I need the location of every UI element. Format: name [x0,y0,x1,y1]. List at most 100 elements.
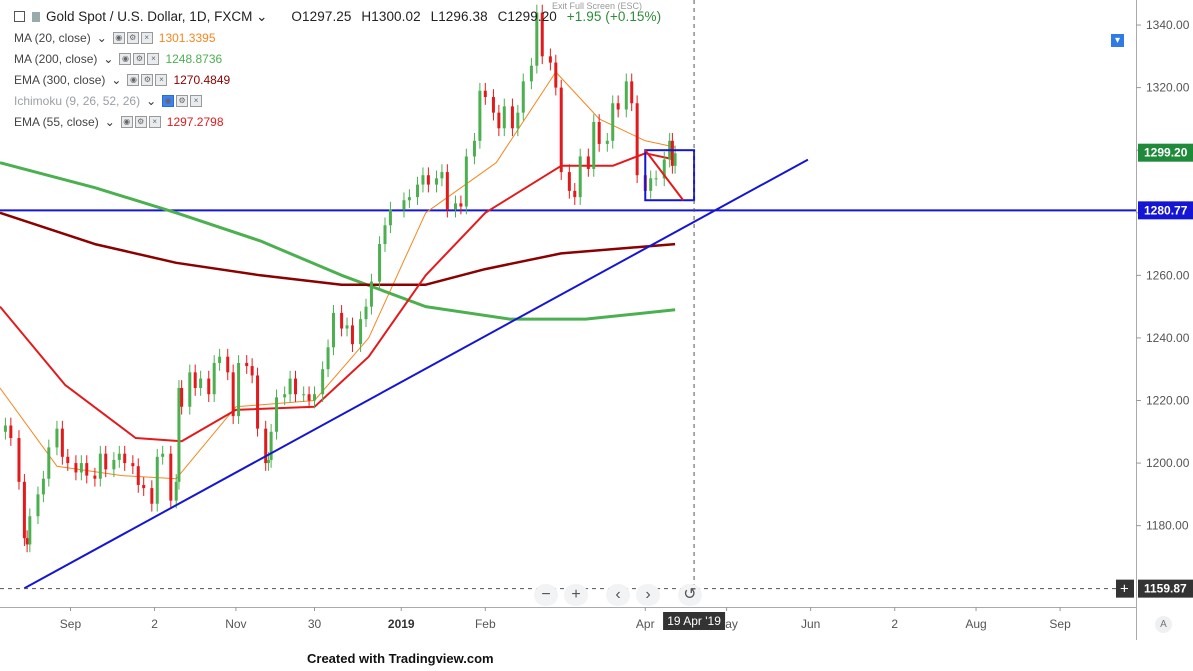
candle-body[interactable] [142,484,146,489]
candle-body[interactable] [74,463,78,473]
collapse-icon[interactable] [14,11,25,23]
candle-body[interactable] [313,394,317,401]
auto-scale-button[interactable]: A [1155,616,1172,633]
candle-body[interactable] [630,81,634,104]
candle-body[interactable] [218,356,222,363]
candle-body[interactable] [502,106,506,129]
candle-body[interactable] [426,175,430,185]
indicator-row[interactable]: EMA (300, close) ⌄ ◉ ⚙ × 1270.4849 [14,69,667,90]
scroll-left-button[interactable]: ‹ [606,584,630,606]
candle-body[interactable] [510,106,514,129]
candle-body[interactable] [47,447,51,479]
candle-body[interactable] [440,172,444,179]
eye-icon[interactable]: ◉ [112,31,125,44]
candle-body[interactable] [478,90,482,141]
candle-body[interactable] [41,478,45,495]
candle-body[interactable] [340,312,344,329]
candle-body[interactable] [264,428,268,464]
settings-icon[interactable]: ⚙ [176,94,189,107]
candle-body[interactable] [635,103,639,176]
candle-body[interactable] [60,428,64,457]
candle-body[interactable] [535,12,539,66]
chevron-down-icon[interactable]: ⌄ [256,8,268,24]
candle-body[interactable] [150,488,154,504]
symbol-title[interactable]: Gold Spot / U.S. Dollar, 1D, FXCM ⌄ [14,9,267,25]
candle-body[interactable] [131,463,135,467]
candle-body[interactable] [283,394,287,398]
candle-body[interactable] [180,387,184,407]
candle-body[interactable] [326,347,330,370]
scroll-right-button[interactable]: › [636,584,660,606]
indicator-row[interactable]: Ichimoku (9, 26, 52, 26) ⌄ ◉ ⚙ × [14,90,667,111]
candle-body[interactable] [36,494,40,517]
candle-body[interactable] [364,306,368,320]
candle-body[interactable] [459,203,463,207]
candle-body[interactable] [402,200,406,210]
zoom-out-button[interactable]: − [534,584,558,606]
candle-body[interactable] [199,378,203,388]
candle-body[interactable] [521,81,525,113]
candle-body[interactable] [407,197,411,201]
candle-body[interactable] [161,453,165,457]
candle-body[interactable] [670,140,674,166]
candle-body[interactable] [592,122,596,169]
candle-body[interactable] [155,456,159,504]
candle-body[interactable] [383,225,387,245]
candle-body[interactable] [616,103,620,110]
maximize-icon[interactable]: ▾ [1111,34,1124,47]
candle-body[interactable] [79,463,83,473]
candle-body[interactable] [307,394,311,401]
candle-body[interactable] [266,459,270,464]
candle-body[interactable] [369,281,373,307]
candle-body[interactable] [169,453,173,501]
candle-body[interactable] [117,453,121,460]
candle-body[interactable] [136,466,140,485]
candle-body[interactable] [445,172,449,210]
exit-fullscreen-hint[interactable]: Exit Full Screen (ESC) [552,1,643,11]
reset-chart-button[interactable]: ↺ [678,584,702,606]
candle-body[interactable] [472,140,476,157]
candle-body[interactable] [435,178,439,185]
close-icon[interactable]: × [140,31,153,44]
chevron-down-icon[interactable]: ⌄ [103,51,114,66]
settings-icon[interactable]: ⚙ [126,31,139,44]
candle-body[interactable] [250,366,254,376]
chevron-down-icon[interactable]: ⌄ [111,72,122,87]
settings-icon[interactable]: ⚙ [133,52,146,65]
ma200-line[interactable] [0,161,676,321]
candle-body[interactable] [93,475,97,479]
candle-body[interactable] [497,112,501,129]
candle-body[interactable] [573,190,577,198]
eye-icon[interactable]: ◉ [120,115,133,128]
candle-body[interactable] [85,463,89,476]
candle-body[interactable] [529,65,533,82]
close-icon[interactable]: × [147,52,160,65]
candle-body[interactable] [567,172,571,191]
candle-body[interactable] [237,362,241,417]
candle-body[interactable] [66,456,70,464]
indicator-row[interactable]: EMA (55, close) ⌄ ◉ ⚙ × 1297.2798 [14,111,667,132]
close-icon[interactable]: × [155,73,168,86]
candle-body[interactable] [275,397,279,432]
candle-body[interactable] [9,425,13,439]
candle-body[interactable] [350,325,354,345]
candle-body[interactable] [321,369,325,395]
close-icon[interactable]: × [190,94,203,107]
candle-body[interactable] [104,453,108,470]
eye-icon[interactable]: ◉ [162,94,175,107]
candle-body[interactable] [345,325,349,329]
chevron-down-icon[interactable]: ⌄ [104,114,115,129]
candle-body[interactable] [421,175,425,185]
candle-body[interactable] [388,209,392,226]
candle-body[interactable] [212,362,216,395]
zoom-in-button[interactable]: + [564,584,588,606]
candle-body[interactable] [624,81,628,110]
candle-body[interactable] [605,140,609,144]
candle-body[interactable] [98,453,102,479]
candle-body[interactable] [378,244,382,282]
indicator-row[interactable]: MA (200, close) ⌄ ◉ ⚙ × 1248.8736 [14,48,667,69]
close-icon[interactable]: × [148,115,161,128]
eye-icon[interactable]: ◉ [127,73,140,86]
candle-body[interactable] [3,425,7,432]
indicator-row[interactable]: MA (20, close) ⌄ ◉ ⚙ × 1301.3395 [14,27,667,48]
